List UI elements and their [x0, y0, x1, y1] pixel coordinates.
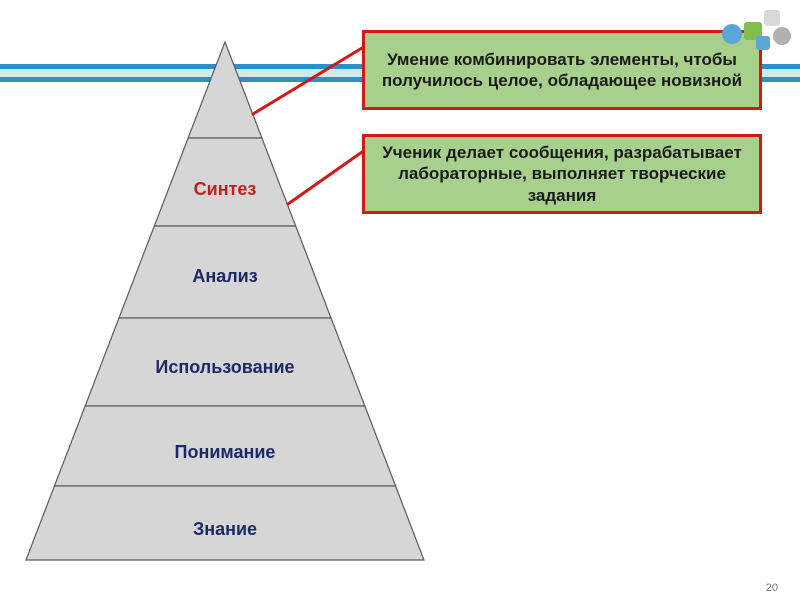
- callout-definition: Умение комбинировать элементы, чтобы пол…: [362, 30, 762, 110]
- callout-connector-line: [253, 48, 362, 114]
- callout-text: Ученик делает сообщения, разрабатывает л…: [373, 142, 751, 206]
- callout-example: Ученик делает сообщения, разрабатывает л…: [362, 134, 762, 214]
- callout-text: Умение комбинировать элементы, чтобы пол…: [373, 49, 751, 92]
- page-number: 20: [766, 582, 778, 594]
- callout-connector-line: [288, 152, 362, 204]
- slide-root: СинтезАнализИспользованиеПониманиеЗнание…: [0, 0, 800, 600]
- corner-art-icon: [710, 0, 800, 55]
